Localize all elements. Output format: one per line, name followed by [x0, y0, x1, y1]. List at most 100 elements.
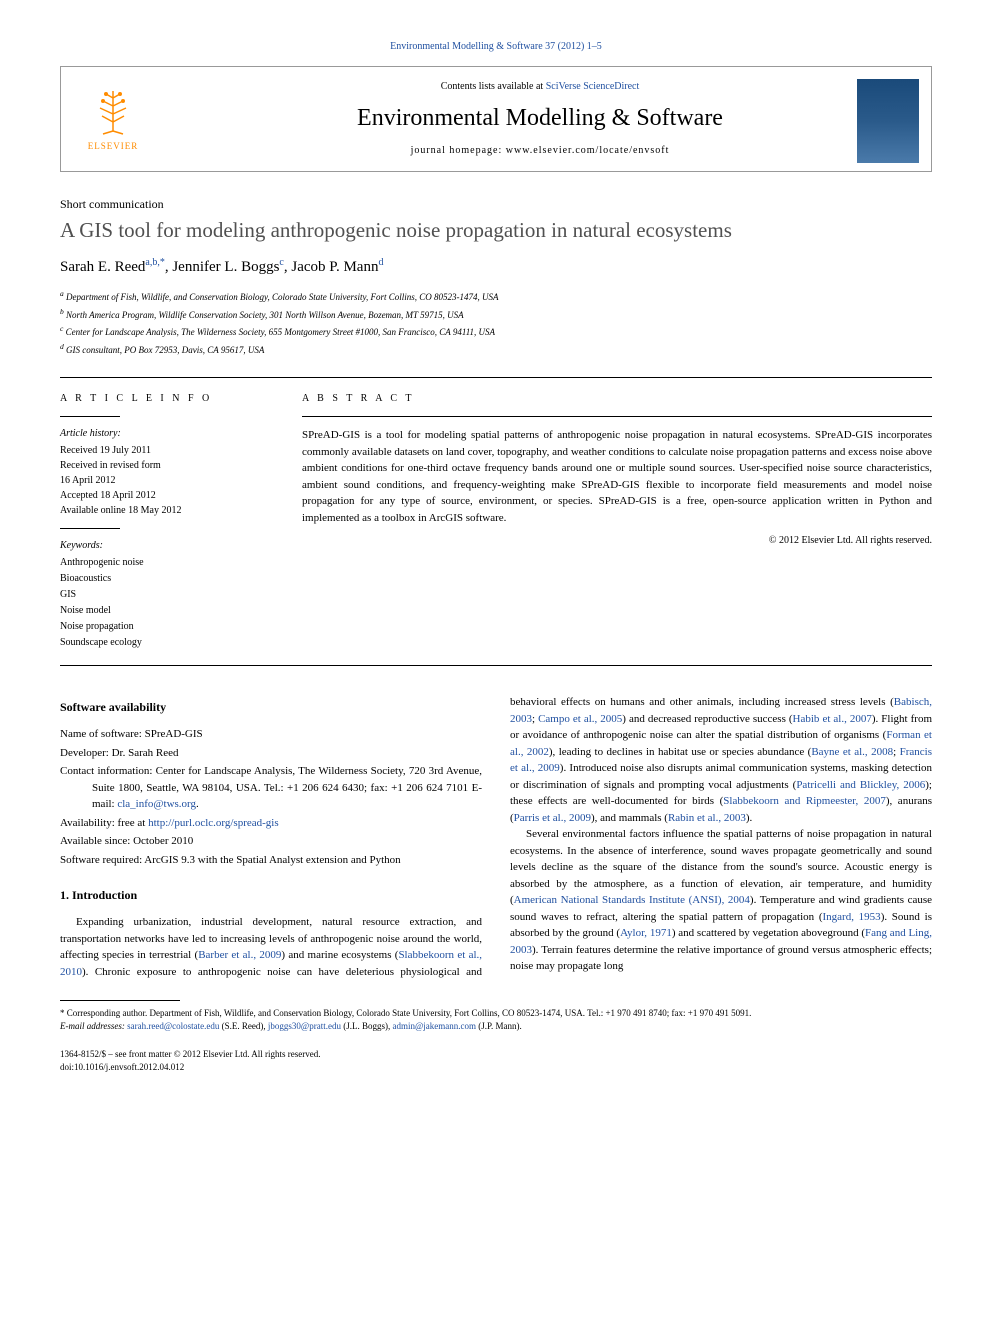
affiliation: d GIS consultant, PO Box 72953, Davis, C… [60, 341, 932, 358]
citation-link[interactable]: Ingard, 1953 [823, 911, 881, 923]
affil-sup: b [60, 307, 64, 316]
software-required: Software required: ArcGIS 9.3 with the S… [60, 852, 482, 869]
keywords-list: Anthropogenic noise Bioacoustics GIS Noi… [60, 555, 270, 651]
journal-cover-thumbnail [857, 79, 919, 163]
sciencedirect-link[interactable]: SciVerse ScienceDirect [546, 81, 640, 92]
divider [60, 416, 120, 417]
contents-available-text: Contents lists available at [441, 81, 546, 92]
article-title: A GIS tool for modeling anthropogenic no… [60, 217, 932, 244]
affil-text: North America Program, Wildlife Conserva… [66, 310, 464, 320]
abstract-heading: A B S T R A C T [302, 392, 932, 406]
text: (S.E. Reed), [219, 1021, 268, 1031]
keyword: GIS [60, 587, 270, 603]
author-affil-marker: d [378, 257, 383, 268]
keyword: Soundscape ecology [60, 635, 270, 651]
text: (J.P. Mann). [476, 1021, 522, 1031]
doi-line: doi:10.1016/j.envsoft.2012.04.012 [60, 1061, 321, 1074]
emails-label: E-mail addresses: [60, 1021, 127, 1031]
avail-label: Availability: free at [60, 817, 148, 829]
text: ), leading to declines in habitat use or… [549, 746, 811, 758]
elsevier-logo: ELSEVIER [77, 79, 149, 159]
citation-link[interactable]: American National Standards Institute (A… [514, 894, 750, 906]
affil-text: Department of Fish, Wildlife, and Conser… [66, 292, 498, 302]
homepage-url[interactable]: www.elsevier.com/locate/envsoft [506, 145, 670, 156]
journal-header-box: ELSEVIER Contents lists available at Sci… [60, 66, 932, 172]
journal-homepage-line: journal homepage: www.elsevier.com/locat… [165, 144, 915, 158]
author-list: Sarah E. Reeda,b,*, Jennifer L. Boggsc, … [60, 256, 932, 278]
availability-url-link[interactable]: http://purl.oclc.org/spread-gis [148, 817, 279, 829]
keywords-label: Keywords: [60, 539, 270, 553]
author-name: Jacob P. Mann [291, 259, 378, 275]
abstract-column: A B S T R A C T SPreAD-GIS is a tool for… [302, 392, 932, 651]
text: (J.L. Boggs), [341, 1021, 393, 1031]
email-link[interactable]: jboggs30@pratt.edu [268, 1021, 341, 1031]
introduction-heading: 1. Introduction [60, 886, 482, 904]
header-citation: Environmental Modelling & Software 37 (2… [60, 40, 932, 54]
text: ) and marine ecosystems ( [281, 949, 398, 961]
email-link[interactable]: admin@jakemann.com [392, 1021, 476, 1031]
text: ) and decreased reproductive success ( [622, 713, 792, 725]
citation-link[interactable]: Habib et al., 2007 [793, 713, 872, 725]
affil-sup: c [60, 324, 63, 333]
citation-link[interactable]: Campo et al., 2005 [538, 713, 622, 725]
copyright-line: © 2012 Elsevier Ltd. All rights reserved… [302, 534, 932, 548]
citation-link[interactable]: Barber et al., 2009 [198, 949, 281, 961]
keyword: Noise propagation [60, 619, 270, 635]
text: ). [746, 812, 752, 824]
front-matter-line: 1364-8152/$ – see front matter © 2012 El… [60, 1048, 321, 1061]
author-name: Sarah E. Reed [60, 259, 145, 275]
footer-left: 1364-8152/$ – see front matter © 2012 El… [60, 1048, 321, 1073]
affil-sup: a [60, 289, 64, 298]
article-info-column: A R T I C L E I N F O Article history: R… [60, 392, 270, 651]
software-availability-heading: Software availability [60, 698, 482, 716]
software-since: Available since: October 2010 [60, 833, 482, 850]
corresponding-author-footnote: * Corresponding author. Department of Fi… [60, 1007, 932, 1020]
body-two-column: Software availability Name of software: … [60, 694, 932, 980]
elsevier-text: ELSEVIER [88, 140, 139, 153]
elsevier-tree-icon [88, 86, 138, 136]
affiliations-block: a Department of Fish, Wildlife, and Cons… [60, 288, 932, 357]
software-availability: Availability: free at http://purl.oclc.o… [60, 815, 482, 832]
affil-text: Center for Landscape Analysis, The Wilde… [66, 327, 495, 337]
software-contact: Contact information: Center for Landscap… [60, 763, 482, 813]
text: ). Terrain features determine the relati… [510, 944, 932, 973]
info-abstract-row: A R T I C L E I N F O Article history: R… [60, 377, 932, 666]
footnote-separator [60, 1000, 180, 1001]
history-label: Article history: [60, 427, 270, 441]
affiliation: b North America Program, Wildlife Conser… [60, 306, 932, 323]
page-footer: 1364-8152/$ – see front matter © 2012 El… [60, 1048, 932, 1073]
homepage-label: journal homepage: [411, 145, 506, 156]
email-addresses-footnote: E-mail addresses: sarah.reed@colostate.e… [60, 1020, 932, 1033]
contact-email-link[interactable]: cla_info@tws.org [117, 798, 196, 810]
affil-sup: d [60, 342, 64, 351]
contents-available-line: Contents lists available at SciVerse Sci… [165, 80, 915, 94]
author-affil-marker: c [279, 257, 283, 268]
divider [302, 416, 932, 417]
citation-link[interactable]: Slabbekoorn and Ripmeester, 2007 [723, 795, 886, 807]
citation-link[interactable]: Rabin et al., 2003 [668, 812, 746, 824]
affiliation: a Department of Fish, Wildlife, and Cons… [60, 288, 932, 305]
text: ) and scattered by vegetation abovegroun… [672, 927, 865, 939]
intro-paragraph-2: Several environmental factors influence … [510, 826, 932, 975]
text: ), and mammals ( [591, 812, 668, 824]
software-developer: Developer: Dr. Sarah Reed [60, 745, 482, 762]
affiliation: c Center for Landscape Analysis, The Wil… [60, 323, 932, 340]
divider [60, 528, 120, 529]
journal-name: Environmental Modelling & Software [165, 102, 915, 136]
citation-link[interactable]: Aylor, 1971 [620, 927, 672, 939]
keyword: Bioacoustics [60, 571, 270, 587]
keyword: Noise model [60, 603, 270, 619]
citation-link[interactable]: Patricelli and Blickley, 2006 [796, 779, 925, 791]
citation-link[interactable]: Parris et al., 2009 [514, 812, 591, 824]
software-name: Name of software: SPreAD-GIS [60, 726, 482, 743]
author-affil-marker: a,b,* [145, 257, 164, 268]
article-info-heading: A R T I C L E I N F O [60, 392, 270, 406]
email-link[interactable]: sarah.reed@colostate.edu [127, 1021, 219, 1031]
author-name: Jennifer L. Boggs [172, 259, 279, 275]
keyword: Anthropogenic noise [60, 555, 270, 571]
journal-header-center: Contents lists available at SciVerse Sci… [165, 80, 915, 158]
affil-text: GIS consultant, PO Box 72953, Davis, CA … [66, 345, 264, 355]
abstract-text: SPreAD-GIS is a tool for modeling spatia… [302, 427, 932, 526]
citation-link[interactable]: Bayne et al., 2008 [811, 746, 893, 758]
history-text: Received 19 July 2011 Received in revise… [60, 443, 270, 518]
